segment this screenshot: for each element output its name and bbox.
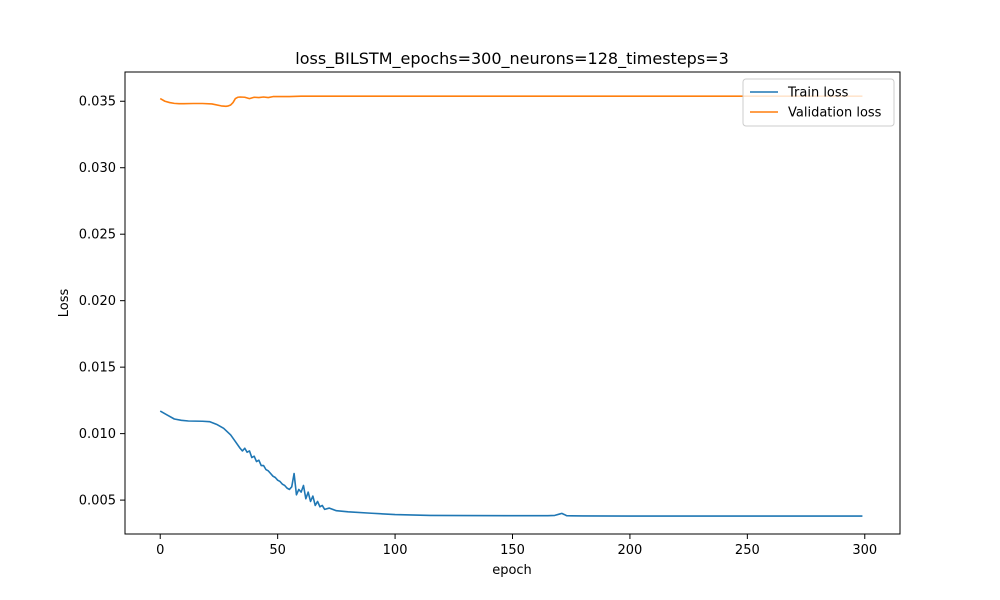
x-tick-label: 300 bbox=[852, 543, 877, 558]
x-tick-label: 150 bbox=[500, 543, 525, 558]
x-tick-label: 0 bbox=[156, 543, 164, 558]
chart-title: loss_BILSTM_epochs=300_neurons=128_times… bbox=[295, 49, 729, 69]
legend-box bbox=[742, 78, 895, 127]
series-line-validation-loss bbox=[159, 95, 863, 108]
series-line-train-loss bbox=[159, 410, 863, 517]
plot-area bbox=[159, 95, 863, 517]
y-tick-label: 0.005 bbox=[79, 494, 116, 509]
y-tick-label: 0.015 bbox=[79, 361, 116, 376]
y-tick-label: 0.030 bbox=[79, 161, 116, 176]
x-tick-label: 250 bbox=[735, 543, 760, 558]
x-tick-label: 100 bbox=[383, 543, 408, 558]
y-tick-label: 0.020 bbox=[79, 294, 116, 309]
x-tick-label: 50 bbox=[269, 543, 286, 558]
axis-ticks: 0 50 100 150 200 250 300 0.005 0.010 0.015 0.020 0.… bbox=[79, 95, 877, 558]
x-axis-label: epoch bbox=[492, 563, 532, 578]
y-tick-label: 0.010 bbox=[79, 427, 116, 442]
y-tick-label: 0.035 bbox=[79, 95, 116, 110]
y-tick-label: 0.025 bbox=[79, 228, 116, 243]
legend-label-train-loss: Train loss bbox=[787, 86, 849, 101]
y-axis-label: Loss bbox=[57, 289, 72, 318]
x-tick-label: 200 bbox=[618, 543, 643, 558]
legend-label-validation-loss: Validation loss bbox=[788, 106, 882, 121]
legend: Train loss Validation loss bbox=[742, 78, 895, 127]
